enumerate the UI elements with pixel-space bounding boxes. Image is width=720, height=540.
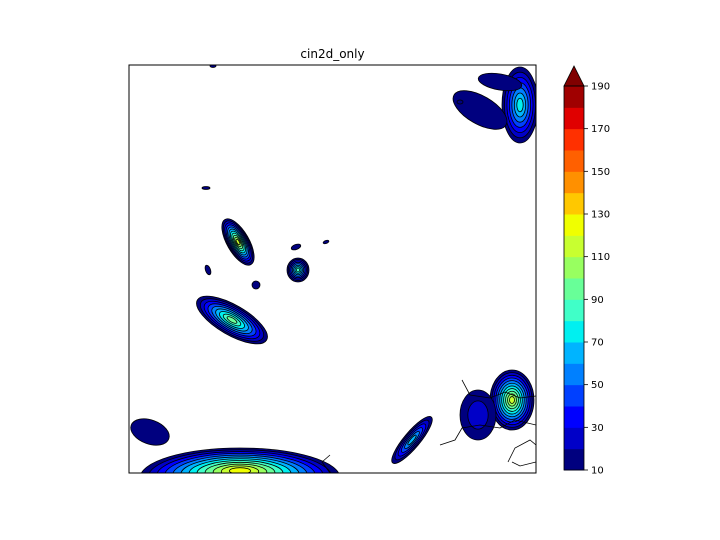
contour-region [196,295,268,345]
colorbar-bin-160 [564,128,584,151]
contour-level-110 [235,238,241,246]
contour-level-60 [407,434,417,446]
contour-region [201,186,211,190]
contour-region [140,447,340,473]
colorbar-tick-label: 50 [591,380,604,391]
contour-level-20 [467,400,489,430]
contour-region [290,243,302,251]
colorbar-extend-arrow [563,65,585,87]
contour-region [221,218,255,266]
colorbar-bin-30 [564,406,584,428]
colorbar-bin-20 [564,427,584,450]
colorbar-tick-label: 90 [591,295,604,306]
contour-level-10 [251,280,261,290]
colorbar-bin-80 [564,299,584,322]
contour-region [477,72,523,92]
colorbar-tick-label: 110 [591,252,610,263]
contour-region [456,99,464,105]
colorbar-bin-40 [564,384,584,407]
contour-level-70 [516,97,524,113]
contour-level-10 [209,65,217,68]
contour-level-10 [322,239,330,245]
contour-region [452,90,508,130]
colorbar-bin-10 [564,448,584,471]
colorbar-bin-170 [564,107,584,130]
contour-region [459,389,497,441]
colorbar-bin-110 [564,235,584,258]
contour-level-10 [201,186,211,190]
colorbar-tick-label: 30 [591,423,604,434]
contour-level-10 [130,418,170,446]
contour-level-110 [509,396,515,404]
colorbar-tick-label: 70 [591,338,604,349]
contour-field [130,65,536,473]
plot-frame [128,64,537,474]
contour-level-10 [290,243,302,251]
colorbar-tick-label: 190 [591,82,610,93]
colorbar-bin-150 [564,150,584,172]
colorbar-tick-label: 130 [591,210,610,221]
colorbar-frame [563,85,585,471]
contour-region [130,418,170,446]
colorbar-bin-130 [564,192,584,215]
coastline [321,379,536,473]
colorbar-bin-90 [564,278,584,300]
contour-region [286,257,310,283]
colorbar-bin-120 [564,214,584,236]
colorbar-tick-label: 170 [591,124,610,135]
contour-level-90 [226,316,238,324]
chart-title: cin2d_only [300,47,365,61]
contour-level-10 [204,264,212,276]
colorbar-bin-100 [564,256,584,279]
colorbar-bin-50 [564,363,584,386]
contour-region [251,280,261,290]
colorbar-bin-180 [564,86,584,108]
colorbar-bin-60 [564,342,584,364]
contour-region [204,264,212,276]
contour-level-80 [295,267,301,273]
contour-region [489,369,535,431]
colorbar-tick-label: 150 [591,167,610,178]
colorbar-bin-140 [564,171,584,194]
contour-level-10 [456,99,464,105]
colorbar-tick-label: 10 [591,466,604,477]
contour-level-120 [229,467,251,473]
colorbar-bin-70 [564,320,584,343]
colorbar: 10 30 50 70 90 110 130 150 170 190 [563,65,610,477]
contour-region [391,416,433,464]
contour-level-10 [452,90,508,130]
contour-level-10 [477,72,523,92]
contour-region [209,65,217,68]
contour-region [322,239,330,245]
